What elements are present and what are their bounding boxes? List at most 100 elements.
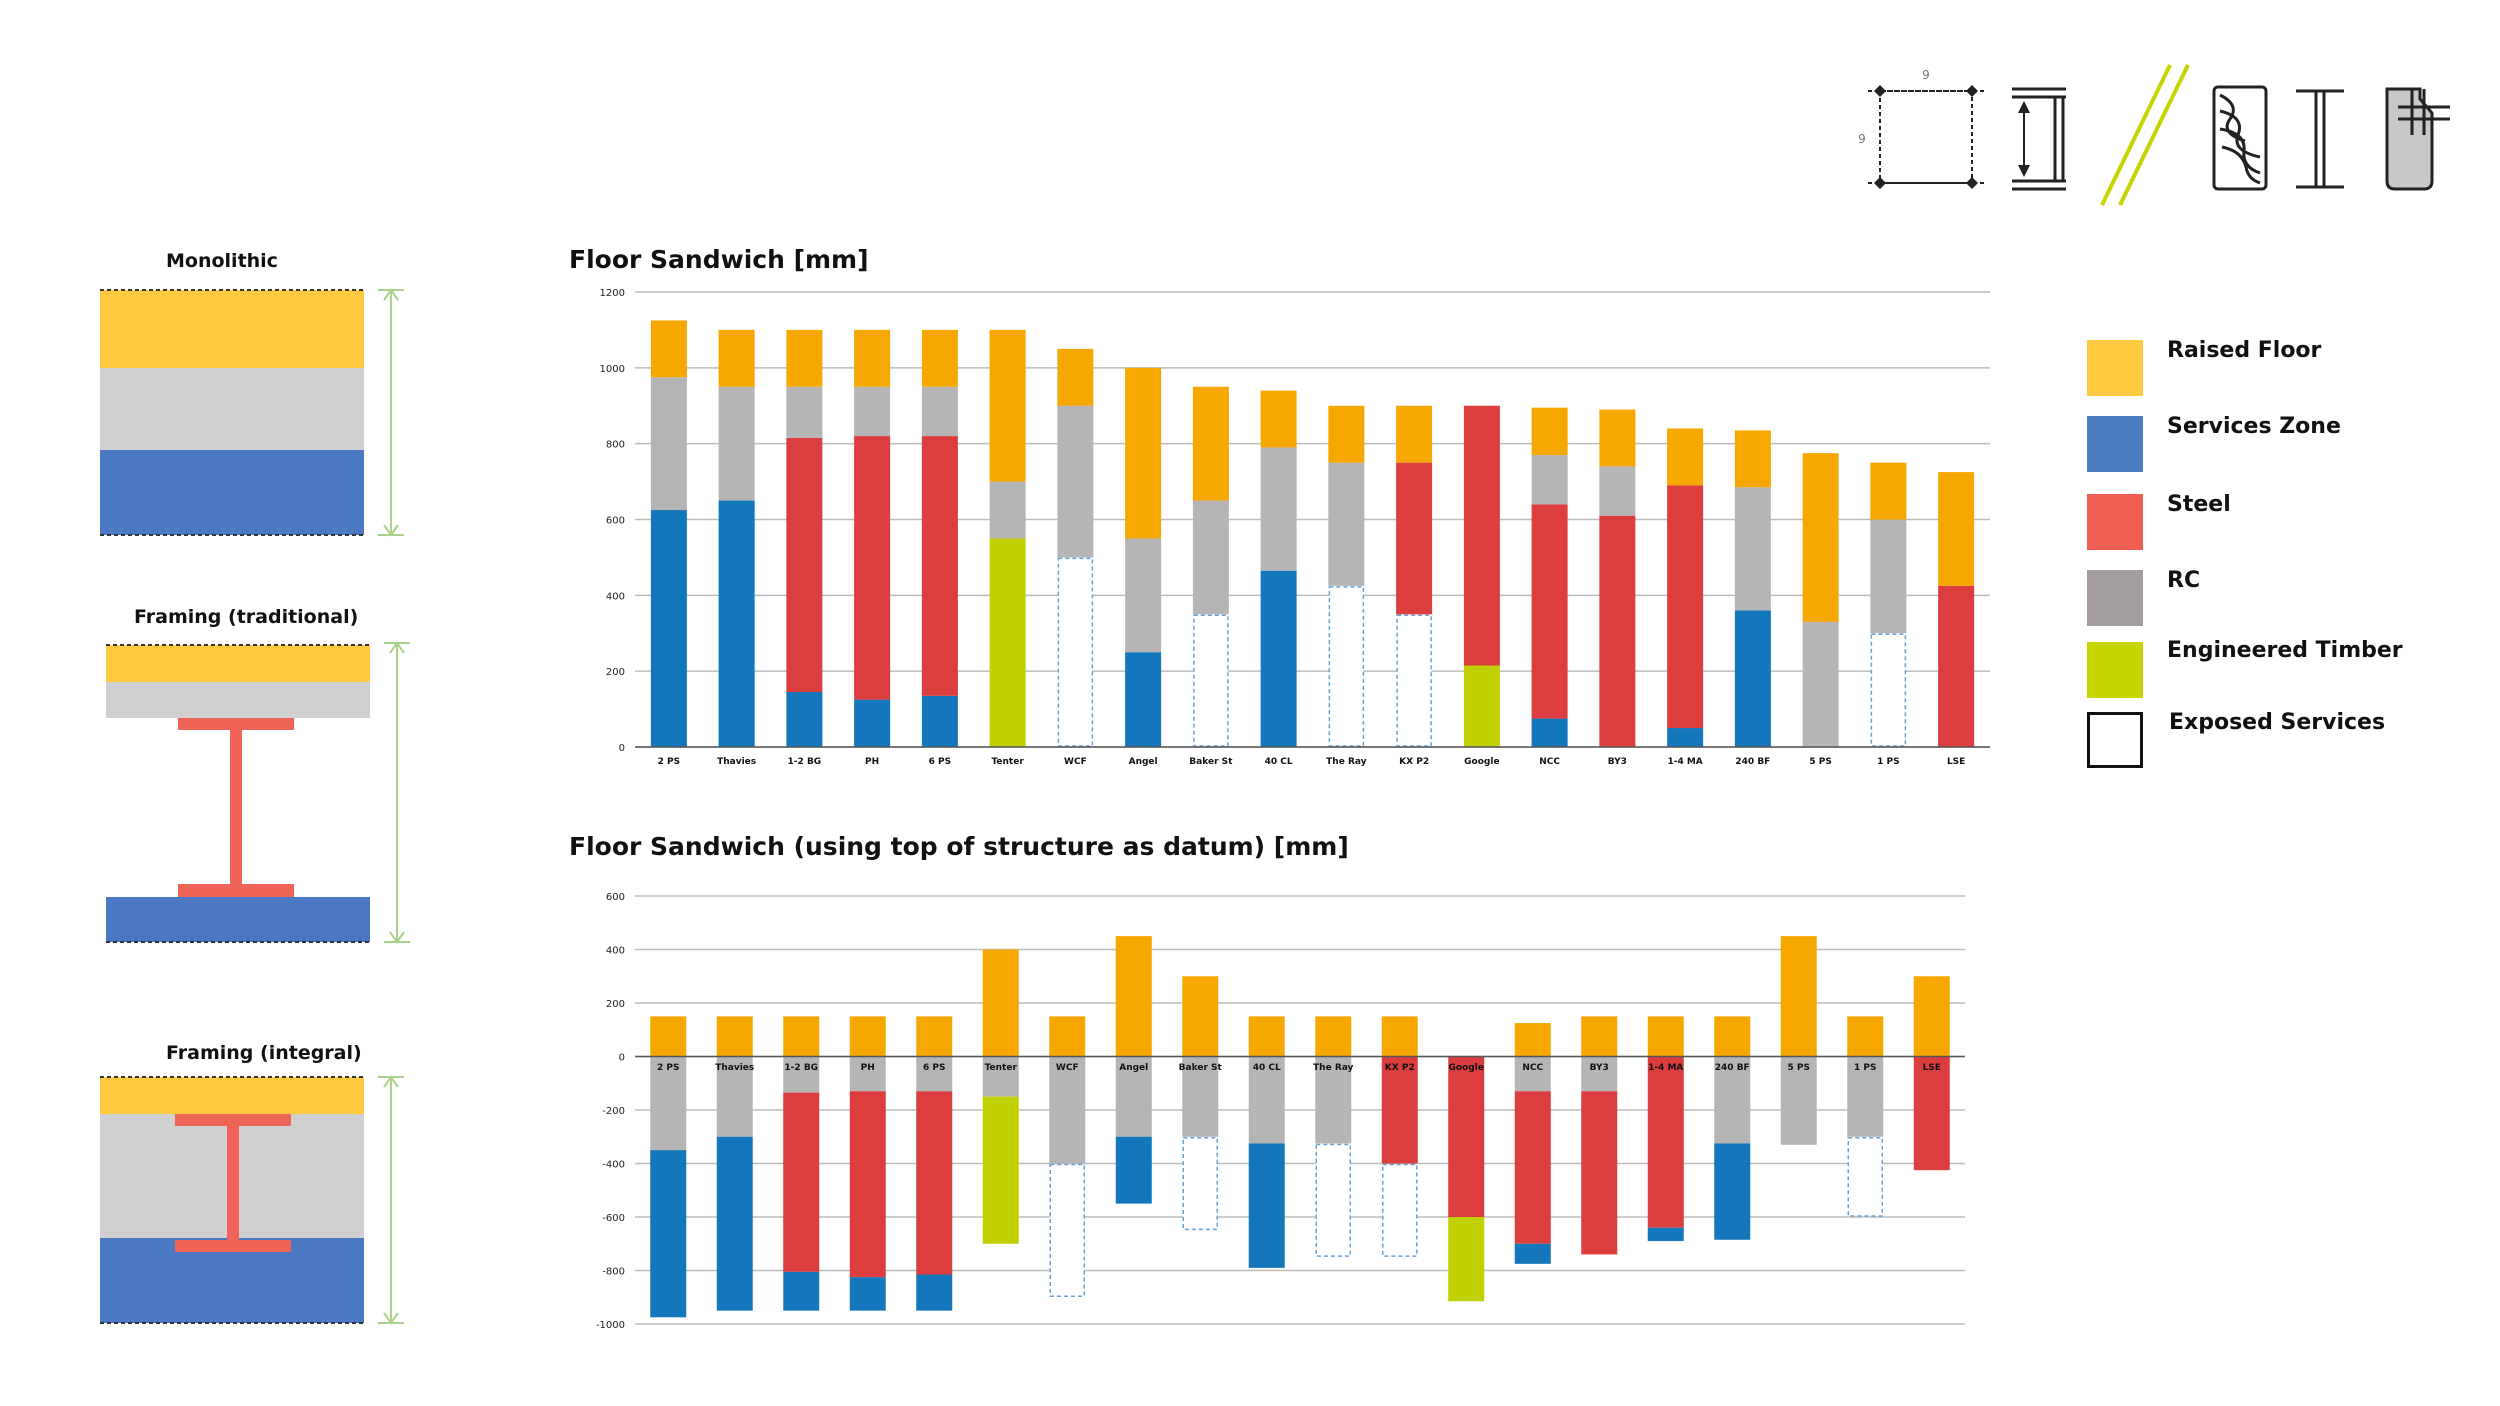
- chart1-y-tick-label: 1000: [600, 364, 625, 375]
- chart1-bar-ncc-rc: [1531, 455, 1568, 505]
- monolithic-services-layer: [100, 450, 364, 535]
- grid-label-top: 9: [1922, 68, 1930, 82]
- concrete-rebar-icon: [2385, 87, 2450, 191]
- legend-swatch-raised-floor: [2087, 340, 2143, 396]
- chart1-bar-1-ps-raised-floor: [1870, 462, 1907, 520]
- chart1-bar-1-2-bg-steel: [786, 437, 823, 693]
- legend-label-services-zone: Services Zone: [2167, 414, 2341, 439]
- chart1-bar-thavies-rc: [718, 386, 755, 501]
- chart2-bar-1-4-ma-services: [1647, 1227, 1684, 1242]
- chart2-bar-the-ray-exposed-services: [1315, 1143, 1351, 1257]
- chart1-bar-240-bf-services: [1734, 610, 1771, 747]
- chart1-category-label: PH: [865, 757, 879, 767]
- chart1-bar-wcf-rc: [1057, 405, 1094, 558]
- chart1-bar-by3-steel: [1599, 515, 1636, 747]
- chart2-category-label: Thavies: [715, 1063, 754, 1073]
- legend-label-exposed-services: Exposed Services: [2169, 710, 2386, 735]
- diagram-title-framing-traditional: Framing (traditional): [134, 606, 359, 628]
- chart1-bar-5-ps-raised-floor: [1802, 453, 1839, 622]
- chart1-category-label: WCF: [1064, 757, 1087, 767]
- chart2-bar-by3-raised-floor: [1581, 1016, 1618, 1057]
- chart1-bar-240-bf-rc: [1734, 487, 1771, 611]
- integral-steel-beam: [175, 1114, 291, 1252]
- traditional-dimension-line: [384, 641, 410, 944]
- chart1-bar-angel-services: [1125, 652, 1162, 747]
- monolithic-raised-floor-layer: [100, 290, 364, 368]
- legend-label-rc: RC: [2167, 568, 2201, 593]
- chart2-bar-1-2-bg-steel: [783, 1092, 820, 1272]
- chart1-category-label: The Ray: [1326, 757, 1367, 767]
- chart2-y-tick-label: -1000: [596, 1320, 625, 1331]
- legend-swatch-rc: [2087, 570, 2143, 626]
- chart2-bar-6-ps-raised-floor: [916, 1016, 953, 1057]
- chart2-category-label: PH: [861, 1063, 875, 1073]
- traditional-services-layer: [106, 897, 370, 942]
- chart1-bar-baker-st-rc: [1192, 500, 1229, 615]
- legend-swatch-steel: [2087, 494, 2143, 550]
- chart2-category-label: BY3: [1590, 1063, 1609, 1073]
- chart1-bar-ph-steel: [854, 436, 891, 700]
- chart1-category-label: 1 PS: [1877, 757, 1899, 767]
- chart2-bar-ph-rc: [849, 1056, 886, 1092]
- chart1-bar-2-ps-services: [650, 510, 687, 747]
- traditional-slab-layer: [106, 682, 370, 718]
- chart1-category-label: LSE: [1947, 757, 1965, 767]
- diagram-title-framing-integral: Framing (integral): [166, 1042, 362, 1064]
- chart2-bar-baker-st-rc: [1182, 1056, 1219, 1137]
- chart2-bar-1-4-ma-raised-floor: [1647, 1016, 1684, 1057]
- chart2-category-label: LSE: [1923, 1063, 1941, 1073]
- chart1-category-label: Tenter: [991, 757, 1024, 767]
- chart2-bar-ncc-raised-floor: [1514, 1023, 1551, 1057]
- chart2-bar-wcf-exposed-services: [1049, 1163, 1085, 1297]
- chart1-category-label: 1-4 MA: [1667, 757, 1702, 767]
- chart2-bar-tenter-raised-floor: [982, 949, 1019, 1057]
- chart2-y-tick-label: -600: [602, 1213, 625, 1224]
- chart1-bar-40-cl-rc: [1260, 447, 1297, 571]
- chart2-y-tick-label: 600: [606, 892, 625, 903]
- integral-raised-floor-layer: [100, 1077, 364, 1114]
- chart1-bar-tenter-raised-floor: [989, 329, 1026, 482]
- chart1-category-label: KX P2: [1399, 757, 1429, 767]
- chart2-bar-lse-raised-floor: [1913, 976, 1950, 1057]
- chart2-bar-kx-p2-steel: [1381, 1056, 1418, 1164]
- legend-label-steel: Steel: [2167, 492, 2231, 517]
- integral-framing-section-icon: [100, 1075, 404, 1325]
- chart2-category-label: 1 PS: [1854, 1063, 1876, 1073]
- chart2-category-label: Baker St: [1179, 1063, 1223, 1073]
- chart1-bar-ph-rc: [854, 386, 891, 437]
- chart2-bar-5-ps-raised-floor: [1780, 936, 1817, 1057]
- chart2-bar-6-ps-rc: [916, 1056, 953, 1092]
- chart1-category-label: 5 PS: [1809, 757, 1831, 767]
- chart1-bar-baker-st-exposed-services: [1193, 614, 1229, 747]
- chart2-bar-the-ray-raised-floor: [1315, 1016, 1352, 1057]
- chart1-bar-kx-p2-exposed-services: [1396, 614, 1432, 747]
- chart1-bar-1-2-bg-rc: [786, 386, 823, 438]
- chart1-category-label: 40 CL: [1265, 757, 1293, 767]
- chart1-category-label: Baker St: [1189, 757, 1233, 767]
- chart1-bar-6-ps-raised-floor: [921, 329, 958, 387]
- chart2-bar-40-cl-rc: [1248, 1056, 1285, 1144]
- chart1-y-tick-label: 400: [606, 591, 625, 602]
- chart2-bar-1-ps-exposed-services: [1847, 1137, 1883, 1217]
- chart1-bar-ph-raised-floor: [854, 329, 891, 387]
- chart2-bar-wcf-rc: [1049, 1056, 1086, 1164]
- chart2-bar-1-4-ma-steel: [1647, 1056, 1684, 1228]
- chart1-y-tick-label: 1200: [600, 288, 625, 299]
- chart1-bar-1-2-bg-raised-floor: [786, 329, 823, 387]
- grid-label-left: 9: [1858, 132, 1866, 146]
- chart2-category-label: 240 BF: [1715, 1063, 1750, 1073]
- chart2-bar-240-bf-services: [1714, 1143, 1751, 1240]
- chart2-y-tick-label: 200: [606, 999, 625, 1010]
- chart2-bar-thavies-raised-floor: [716, 1016, 753, 1057]
- chart1-bar-240-bf-raised-floor: [1734, 430, 1771, 488]
- chart2-category-label: 6 PS: [923, 1063, 945, 1073]
- chart2-category-label: Tenter: [985, 1063, 1018, 1073]
- steel-section-icon: [2296, 89, 2344, 189]
- chart1-bar-tenter-timber: [989, 538, 1026, 747]
- chart1-bar-1-2-bg-services: [786, 692, 823, 747]
- legend-swatch-services-zone: [2087, 416, 2143, 472]
- chart1-bar-tenter-rc: [989, 481, 1026, 539]
- header-icon-strip: 9 9: [1858, 64, 2450, 206]
- chart2-bar-google-timber: [1448, 1217, 1485, 1302]
